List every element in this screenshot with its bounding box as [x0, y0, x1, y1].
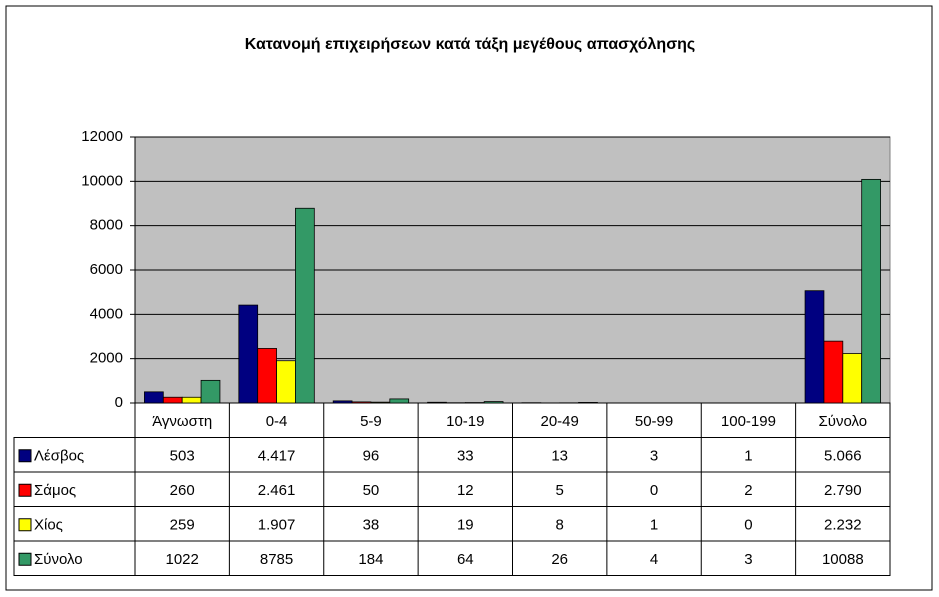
table-cell: 12 — [457, 482, 474, 499]
bar — [578, 402, 598, 404]
x-tick-label: 5-9 — [360, 413, 382, 430]
y-tick-label: 2000 — [90, 350, 123, 367]
bar — [200, 379, 221, 404]
table-cell: 5 — [556, 482, 564, 499]
legend-label: Σύνολο — [34, 551, 83, 568]
bar — [295, 207, 315, 404]
table-cell: 1.907 — [258, 517, 296, 534]
table-cell: 8 — [556, 517, 564, 534]
y-tick-label: 4000 — [90, 305, 123, 322]
table-cell: 0 — [650, 482, 658, 499]
bar — [332, 400, 353, 404]
bar — [389, 398, 410, 404]
table-cell: 3 — [744, 551, 752, 568]
table-cell: 5.066 — [824, 448, 862, 465]
table-cell: 2.790 — [824, 482, 862, 499]
table-cell: 0 — [744, 517, 752, 534]
y-tick-label: 10000 — [81, 172, 123, 189]
legend-key — [18, 552, 32, 566]
table-cell: 10088 — [822, 551, 864, 568]
y-tick-label: 8000 — [90, 217, 123, 234]
table-cell: 2 — [744, 482, 752, 499]
table-cell: 503 — [170, 448, 195, 465]
legend-label: Σάμος — [34, 482, 76, 499]
x-tick-label: 20-49 — [541, 413, 579, 430]
bar — [370, 401, 391, 404]
legend-key — [18, 518, 32, 532]
bar — [144, 391, 164, 404]
table-cell: 50 — [363, 482, 380, 499]
table-cell: 3 — [650, 448, 658, 465]
x-tick-label: Άγνωστη — [152, 413, 212, 430]
table-cell: 260 — [170, 482, 195, 499]
table-cell: 184 — [358, 551, 383, 568]
table-cell: 4.417 — [258, 448, 296, 465]
table-cell: 33 — [457, 448, 474, 465]
bar — [257, 348, 277, 404]
table-cell: 26 — [551, 551, 568, 568]
bar — [351, 401, 372, 404]
bar — [238, 304, 259, 404]
bar — [823, 340, 844, 404]
table-cell: 1022 — [166, 551, 199, 568]
table-cell: 1 — [744, 448, 752, 465]
table-cell: 13 — [551, 448, 568, 465]
bar — [181, 396, 202, 404]
bar — [483, 401, 504, 404]
table-cell: 8785 — [260, 551, 293, 568]
legend-label: Χίος — [34, 517, 63, 534]
table-cell: 1 — [650, 517, 658, 534]
y-tick-label: 6000 — [90, 261, 123, 278]
bar — [804, 290, 825, 404]
y-tick-label: 12000 — [81, 128, 123, 145]
y-tick-label: 0 — [115, 394, 123, 411]
bar — [427, 401, 447, 404]
x-tick-label: 0-4 — [266, 413, 288, 430]
table-cell: 2.232 — [824, 517, 862, 534]
x-tick-label: 100-199 — [721, 413, 776, 430]
x-tick-label: 50-99 — [635, 413, 673, 430]
table-cell: 96 — [363, 448, 380, 465]
bar — [842, 353, 863, 404]
table-cell: 38 — [363, 517, 380, 534]
bar — [861, 178, 881, 404]
x-tick-label: 10-19 — [446, 413, 484, 430]
chart-title: Κατανομή επιχειρήσεων κατά τάξη μεγέθους… — [245, 36, 695, 53]
legend-label: Λέσβος — [34, 448, 84, 465]
bar — [276, 360, 296, 404]
legend-key — [18, 449, 32, 463]
x-tick-label: Σύνολο — [818, 413, 867, 430]
table-cell: 64 — [457, 551, 474, 568]
legend-key — [18, 483, 32, 497]
table-cell: 19 — [457, 517, 474, 534]
table-cell: 259 — [170, 517, 195, 534]
table-cell: 2.461 — [258, 482, 296, 499]
table-cell: 4 — [650, 551, 658, 568]
bar — [162, 396, 183, 404]
